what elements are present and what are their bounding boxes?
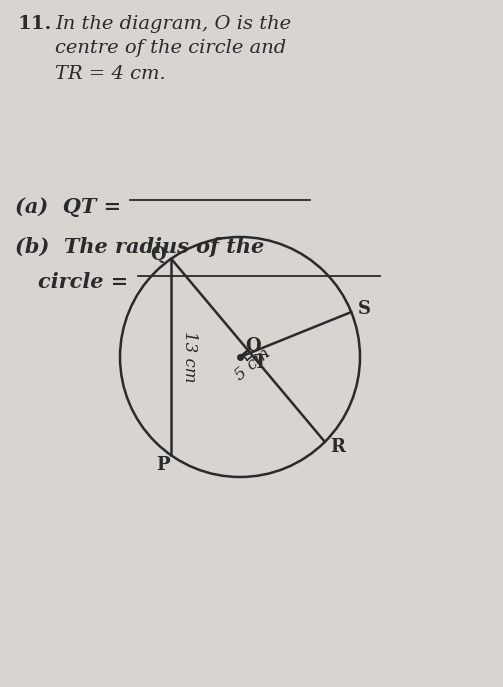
- Text: In the diagram, O is the: In the diagram, O is the: [55, 15, 291, 33]
- Text: 13 cm: 13 cm: [181, 331, 198, 383]
- Text: 5 cm: 5 cm: [232, 345, 274, 384]
- Text: P: P: [156, 456, 170, 474]
- Text: (a)  QT =: (a) QT =: [15, 197, 121, 217]
- Text: circle =: circle =: [38, 272, 128, 292]
- Text: TR = 4 cm.: TR = 4 cm.: [55, 65, 166, 83]
- Text: 11.: 11.: [18, 15, 52, 33]
- Text: O: O: [245, 337, 261, 355]
- Text: centre of the circle and: centre of the circle and: [55, 39, 286, 57]
- Text: T: T: [254, 354, 267, 372]
- Text: S: S: [358, 300, 371, 318]
- Text: R: R: [330, 438, 346, 456]
- Text: (b)  The radius of the: (b) The radius of the: [15, 237, 264, 257]
- Text: Q: Q: [150, 246, 166, 264]
